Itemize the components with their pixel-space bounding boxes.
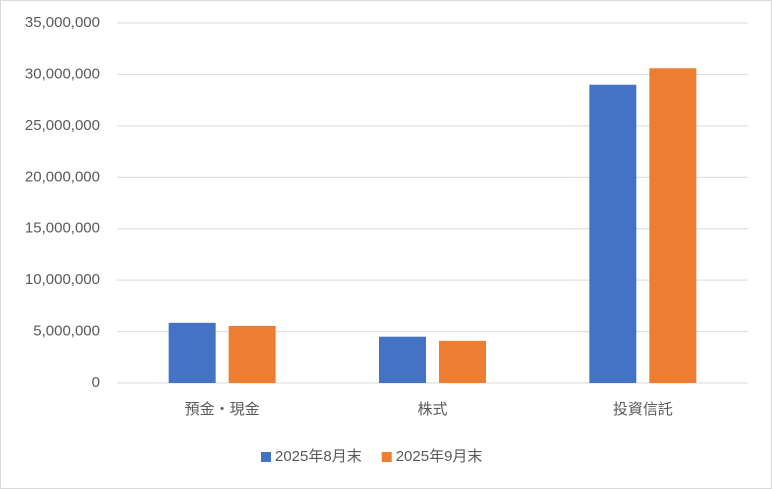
y-tick-label: 20,000,000 bbox=[25, 168, 100, 185]
legend-swatch bbox=[261, 452, 271, 462]
bar bbox=[168, 322, 216, 383]
y-tick-label: 0 bbox=[92, 374, 100, 391]
y-tick-label: 10,000,000 bbox=[25, 271, 100, 288]
bar bbox=[228, 325, 276, 383]
bar bbox=[589, 84, 637, 383]
y-tick-label: 25,000,000 bbox=[25, 117, 100, 134]
bar bbox=[379, 336, 426, 383]
legend-label: 2025年8月末 bbox=[275, 448, 362, 465]
legend-swatch bbox=[381, 452, 392, 462]
legend-label: 2025年9月末 bbox=[396, 448, 483, 465]
y-tick-label: 35,000,000 bbox=[25, 14, 100, 31]
x-tick-label: 株式 bbox=[417, 401, 447, 418]
x-tick-label: 投資信託 bbox=[613, 401, 673, 418]
bar bbox=[439, 340, 486, 383]
x-tick-label: 預金・現金 bbox=[185, 401, 260, 418]
y-tick-label: 15,000,000 bbox=[25, 220, 100, 237]
y-tick-label: 5,000,000 bbox=[33, 323, 100, 340]
bar bbox=[649, 68, 697, 383]
y-tick-label: 30,000,000 bbox=[25, 65, 100, 82]
